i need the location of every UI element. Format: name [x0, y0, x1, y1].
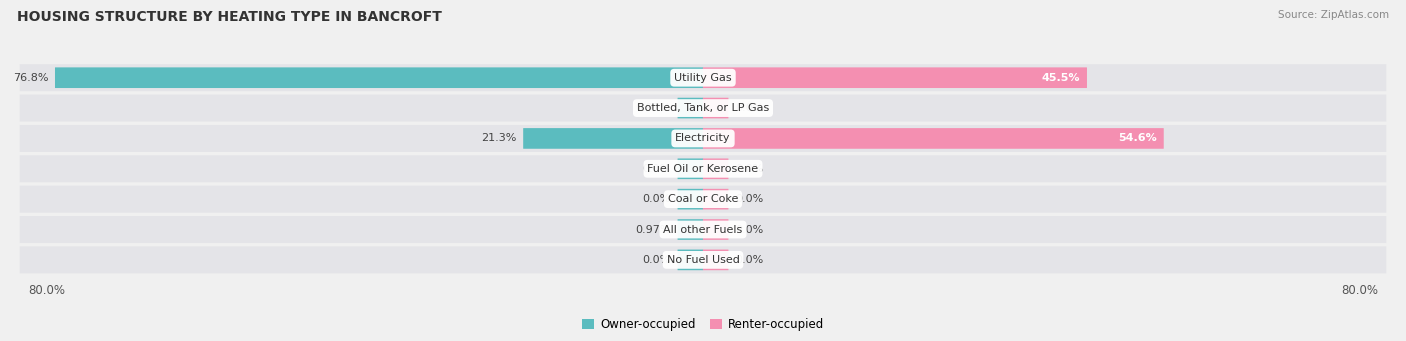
FancyBboxPatch shape	[523, 128, 703, 149]
FancyBboxPatch shape	[703, 250, 728, 270]
Text: 0.0%: 0.0%	[643, 164, 671, 174]
FancyBboxPatch shape	[678, 250, 703, 270]
Text: 0.97%: 0.97%	[636, 224, 671, 235]
Text: Coal or Coke: Coal or Coke	[668, 194, 738, 204]
FancyBboxPatch shape	[20, 64, 1386, 91]
FancyBboxPatch shape	[678, 98, 703, 118]
FancyBboxPatch shape	[703, 219, 728, 240]
Text: Source: ZipAtlas.com: Source: ZipAtlas.com	[1278, 10, 1389, 20]
FancyBboxPatch shape	[20, 125, 1386, 152]
Text: 0.0%: 0.0%	[735, 103, 763, 113]
FancyBboxPatch shape	[20, 246, 1386, 273]
FancyBboxPatch shape	[20, 94, 1386, 122]
Text: Utility Gas: Utility Gas	[675, 73, 731, 83]
Text: 0.97%: 0.97%	[636, 103, 671, 113]
FancyBboxPatch shape	[703, 189, 728, 209]
FancyBboxPatch shape	[678, 189, 703, 209]
Text: HOUSING STRUCTURE BY HEATING TYPE IN BANCROFT: HOUSING STRUCTURE BY HEATING TYPE IN BAN…	[17, 10, 441, 24]
FancyBboxPatch shape	[703, 98, 728, 118]
Text: 0.0%: 0.0%	[735, 224, 763, 235]
FancyBboxPatch shape	[55, 68, 703, 88]
FancyBboxPatch shape	[678, 219, 703, 240]
Text: 0.0%: 0.0%	[735, 255, 763, 265]
Text: All other Fuels: All other Fuels	[664, 224, 742, 235]
Text: Bottled, Tank, or LP Gas: Bottled, Tank, or LP Gas	[637, 103, 769, 113]
Text: 0.0%: 0.0%	[735, 164, 763, 174]
Text: 21.3%: 21.3%	[481, 133, 516, 144]
FancyBboxPatch shape	[703, 159, 728, 179]
FancyBboxPatch shape	[703, 128, 1164, 149]
Text: Fuel Oil or Kerosene: Fuel Oil or Kerosene	[647, 164, 759, 174]
Text: 54.6%: 54.6%	[1118, 133, 1157, 144]
Text: 0.0%: 0.0%	[643, 255, 671, 265]
FancyBboxPatch shape	[20, 155, 1386, 182]
Text: 0.0%: 0.0%	[735, 194, 763, 204]
FancyBboxPatch shape	[703, 68, 1087, 88]
Text: Electricity: Electricity	[675, 133, 731, 144]
Text: 0.0%: 0.0%	[643, 194, 671, 204]
FancyBboxPatch shape	[20, 216, 1386, 243]
Text: No Fuel Used: No Fuel Used	[666, 255, 740, 265]
FancyBboxPatch shape	[20, 186, 1386, 213]
Legend: Owner-occupied, Renter-occupied: Owner-occupied, Renter-occupied	[578, 313, 828, 336]
FancyBboxPatch shape	[678, 159, 703, 179]
Text: 45.5%: 45.5%	[1042, 73, 1080, 83]
Text: 76.8%: 76.8%	[13, 73, 48, 83]
